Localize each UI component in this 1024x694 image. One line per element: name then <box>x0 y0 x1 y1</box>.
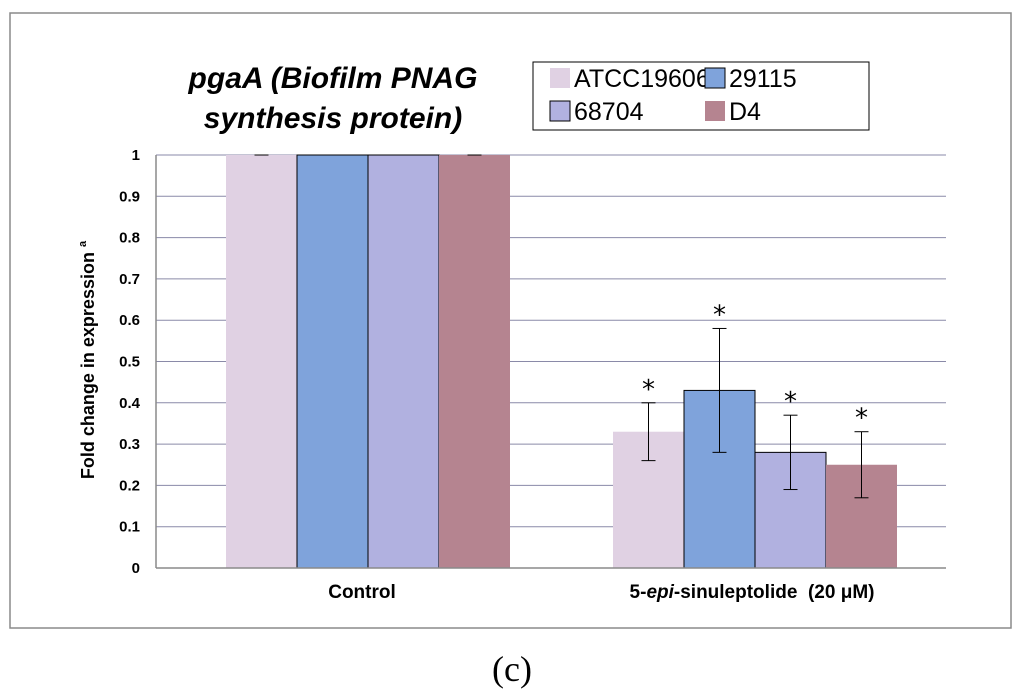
legend-label-d4: D4 <box>729 98 761 126</box>
treatment-label-suffix: -sinuleptolide (20 μM) <box>674 582 875 603</box>
y-tick-0.8: 0.8 <box>119 230 140 247</box>
bar-atcc19606-control <box>226 155 297 568</box>
y-tick-0.6: 0.6 <box>119 312 140 329</box>
y-tick-0.7: 0.7 <box>119 271 140 288</box>
x-category-label-control: Control <box>328 582 396 603</box>
y-tick-0.1: 0.1 <box>119 519 140 536</box>
bars <box>226 154 897 569</box>
y-tick-0.3: 0.3 <box>119 436 140 453</box>
y-tick-0: 0 <box>132 560 140 577</box>
significance-markers: * * * * <box>642 300 868 433</box>
legend-label-29115: 29115 <box>729 65 797 93</box>
significance-star-atcc19606: * <box>642 375 655 405</box>
legend: ATCC19606 29115 68704 D4 <box>532 61 870 131</box>
y-tick-0.9: 0.9 <box>119 188 140 205</box>
bar-d4-control <box>439 155 510 568</box>
significance-star-68704: * <box>784 387 797 417</box>
y-tick-0.5: 0.5 <box>119 354 140 371</box>
y-axis-label: Fold change in expression a <box>77 240 98 479</box>
bar-68704-control <box>367 154 440 569</box>
legend-label-68704: 68704 <box>574 98 644 126</box>
legend-label-atcc19606: ATCC19606 <box>574 65 710 93</box>
significance-star-29115: * <box>713 300 726 330</box>
error-bars <box>254 154 869 499</box>
legend-swatch-29115 <box>704 67 726 89</box>
chart-title-line-2: synthesis protein) <box>204 102 462 135</box>
figure-caption: (c) <box>492 649 532 689</box>
treatment-label-italic: epi <box>646 582 674 603</box>
significance-star-d4: * <box>855 404 868 434</box>
legend-swatch-68704 <box>549 100 571 122</box>
legend-swatch-d4 <box>705 101 725 121</box>
y-tick-labels: 0 0.1 0.2 0.3 0.4 0.5 0.6 0.7 0.8 0.9 1 <box>119 147 141 577</box>
y-tick-1: 1 <box>132 147 140 164</box>
x-category-label-treatment: 5-epi-sinuleptolide (20 μM) <box>630 582 875 603</box>
legend-swatch-atcc19606 <box>550 68 570 88</box>
legend-box <box>532 61 870 131</box>
y-tick-0.2: 0.2 <box>119 477 140 494</box>
treatment-label-prefix: 5- <box>630 582 647 603</box>
chart-title-line-1: pgaA (Biofilm PNAG <box>188 62 478 95</box>
y-axis-label-superscript: a <box>77 240 89 247</box>
y-axis-label-text: Fold change in expression <box>78 252 98 479</box>
y-tick-0.4: 0.4 <box>119 395 141 412</box>
bar-29115-control <box>296 154 369 569</box>
